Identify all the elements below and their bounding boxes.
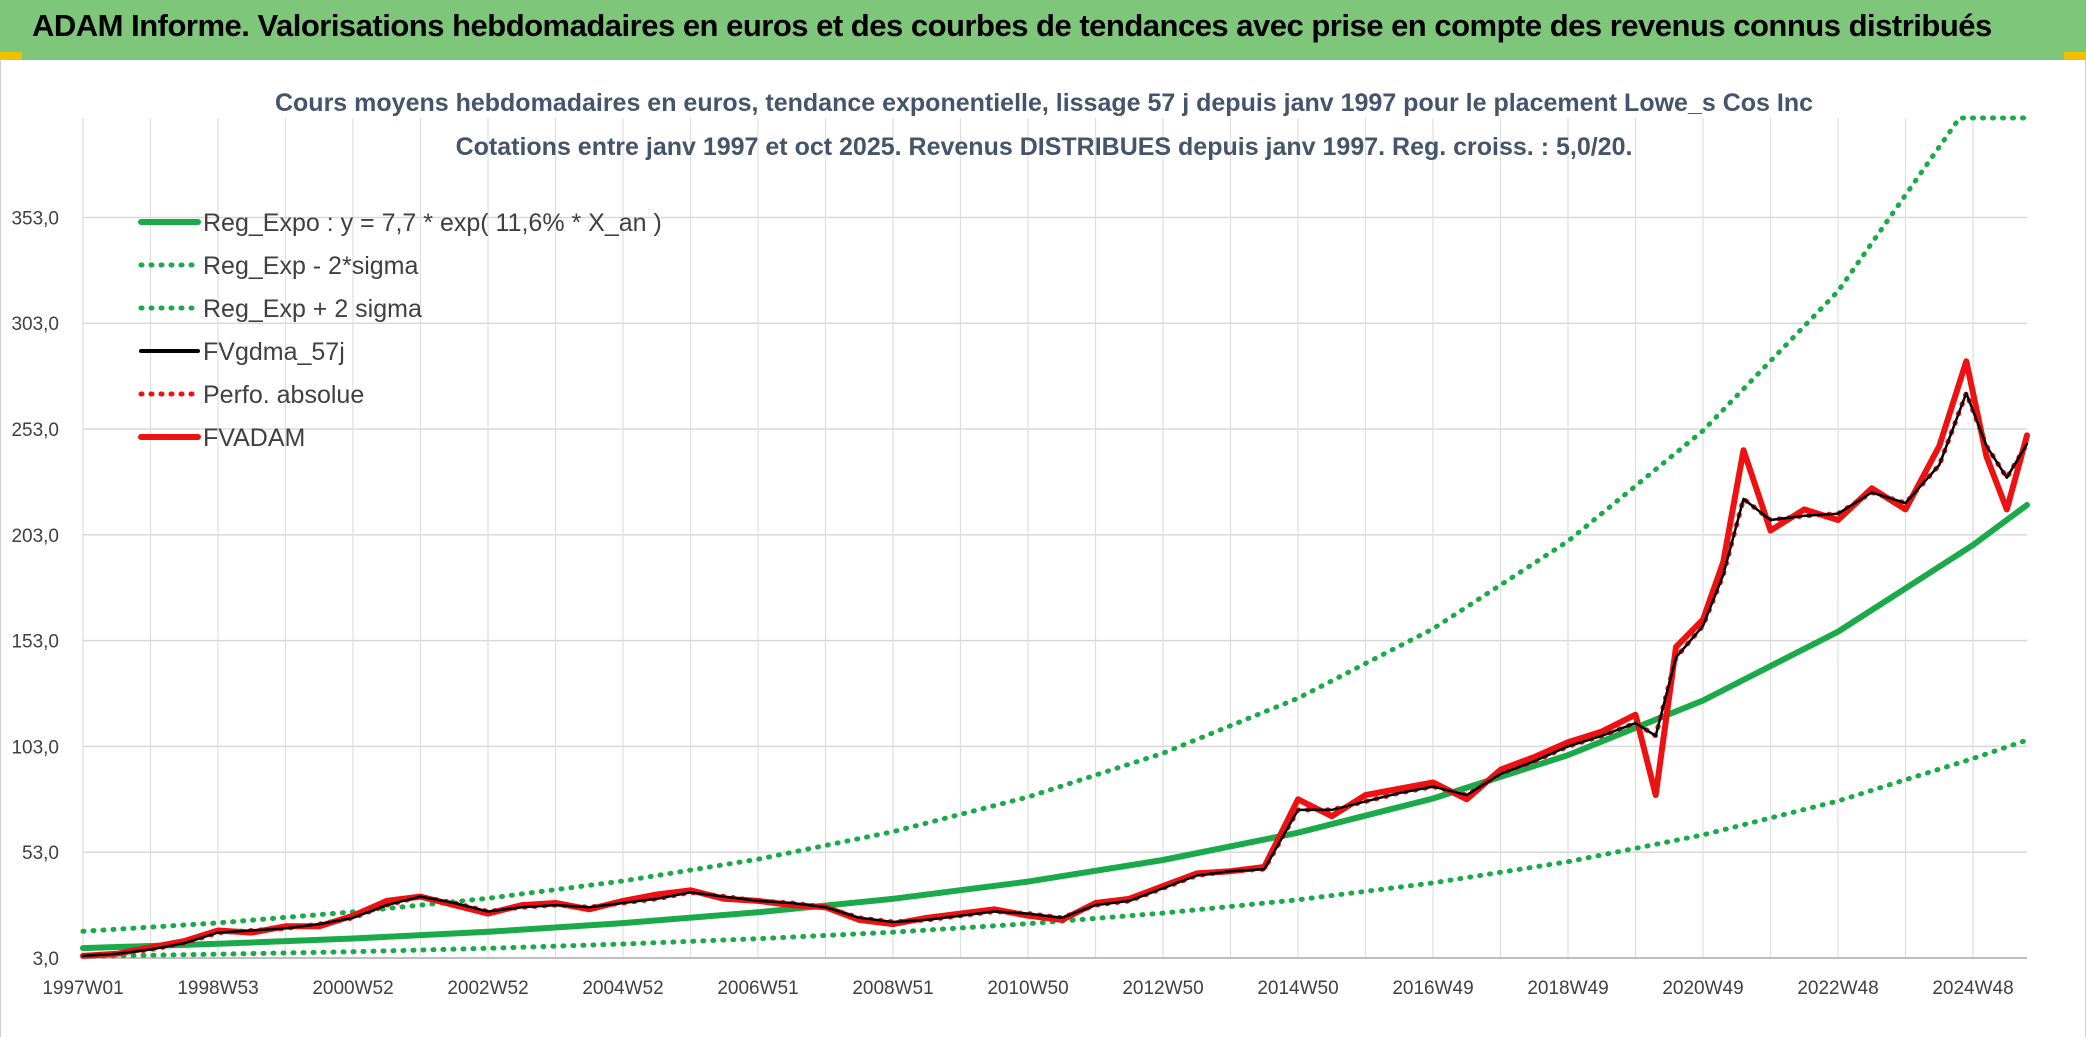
- legend-label: Perfo. absolue: [203, 381, 364, 409]
- x-tick-label: 2000W52: [312, 978, 393, 999]
- y-tick-label: 353,0: [11, 208, 59, 229]
- y-tick-label: 303,0: [11, 314, 59, 335]
- x-tick-label: 2014W50: [1257, 978, 1338, 999]
- y-axis: 3,0 53,0 103,0 153,0 203,0 253,0 303,0 353,0: [11, 208, 59, 970]
- x-tick-label: 1997W01: [42, 978, 123, 999]
- y-tick-label: 203,0: [11, 526, 59, 547]
- x-axis: 1997W01 1998W53 2000W52 2002W52 2004W52 2006W…: [42, 978, 2013, 999]
- chart-frame: Cours moyens hebdomadaires en euros, ten…: [0, 60, 2086, 1037]
- header-corner-left: [0, 52, 22, 60]
- chart-svg: Cours moyens hebdomadaires en euros, ten…: [11, 89, 2030, 999]
- legend-label: FVADAM: [203, 424, 305, 452]
- y-tick-label: 153,0: [11, 632, 59, 653]
- x-tick-label: 2018W49: [1527, 978, 1608, 999]
- legend: Reg_Expo : y = 7,7 * exp( 11,6% * X_an )…: [138, 209, 662, 452]
- x-tick-label: 2022W48: [1797, 978, 1878, 999]
- x-tick-label: 2016W49: [1392, 978, 1473, 999]
- series-line-1: [80, 737, 2030, 959]
- y-tick-label: 3,0: [33, 949, 59, 970]
- header-title: ADAM Informe. Valorisations hebdomadaire…: [32, 8, 1992, 43]
- legend-label: Reg_Exp - 2*sigma: [203, 252, 418, 280]
- chart-title-line-2: Cotations entre janv 1997 et oct 2025. R…: [456, 133, 1633, 161]
- x-tick-label: 2020W49: [1662, 978, 1743, 999]
- y-tick-label: 103,0: [11, 737, 59, 758]
- x-tick-label: 1998W53: [177, 978, 258, 999]
- header-corner-right: [2064, 52, 2086, 60]
- header-bar: ADAM Informe. Valorisations hebdomadaire…: [0, 0, 2086, 60]
- legend-label: FVgdma_57j: [203, 338, 345, 366]
- series-layer: [80, 115, 2030, 959]
- chart-title: Cours moyens hebdomadaires en euros, ten…: [275, 89, 1813, 161]
- x-tick-label: 2002W52: [447, 978, 528, 999]
- x-tick-label: 2012W50: [1122, 978, 1203, 999]
- y-tick-label: 253,0: [11, 420, 59, 441]
- series-line-3: [81, 391, 2029, 958]
- series-line-0: [80, 502, 2030, 952]
- grid: [82, 118, 2027, 959]
- x-tick-label: 2004W52: [582, 978, 663, 999]
- chart-title-line-1: Cours moyens hebdomadaires en euros, ten…: [275, 89, 1813, 117]
- legend-label: Reg_Expo : y = 7,7 * exp( 11,6% * X_an ): [203, 209, 662, 237]
- series-line-2: [80, 115, 2030, 934]
- legend-label: Reg_Exp + 2 sigma: [203, 295, 422, 323]
- series-line-4: [80, 390, 2030, 959]
- series-line-5: [80, 358, 2030, 959]
- y-tick-label: 53,0: [22, 843, 59, 864]
- x-tick-label: 2006W51: [717, 978, 798, 999]
- x-tick-label: 2010W50: [987, 978, 1068, 999]
- x-tick-label: 2024W48: [1932, 978, 2013, 999]
- x-tick-label: 2008W51: [852, 978, 933, 999]
